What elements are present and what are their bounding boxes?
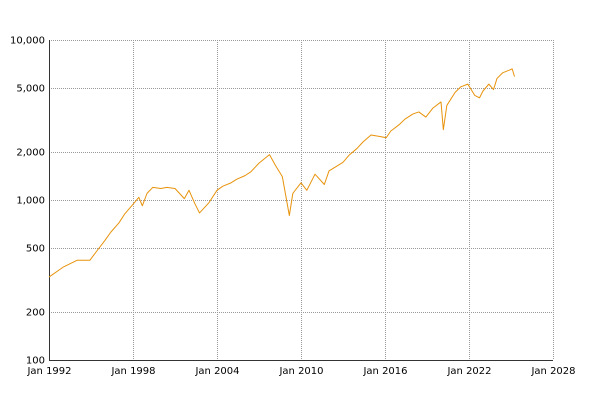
y-tick-label: 2,000 (16, 148, 45, 159)
x-tick-label: Jan 2010 (278, 366, 323, 377)
y-tick-label: 200 (26, 308, 45, 319)
y-tick-label: 5,000 (16, 84, 45, 95)
x-tick-label: Jan 1998 (110, 366, 155, 377)
tick-labels: 100 200 500 1,000 2,000 5,000 10,000 Jan 1992 Ja… (10, 36, 576, 378)
x-tick-label: Jan 2004 (194, 366, 239, 377)
grid (49, 40, 554, 361)
x-tick-label: Jan 2028 (530, 366, 575, 377)
x-tick-label: Jan 2022 (446, 366, 491, 377)
axes (49, 40, 553, 361)
x-tick-label: Jan 1992 (26, 366, 71, 377)
y-tick-label: 1,000 (16, 196, 45, 207)
y-tick-label: 100 (26, 356, 45, 367)
y-tick-label: 10,000 (10, 36, 45, 47)
y-tick-label: 500 (26, 244, 45, 255)
series-layer (48, 68, 515, 278)
series-line-1 (48, 68, 515, 278)
x-tick-label: Jan 2016 (362, 366, 407, 377)
